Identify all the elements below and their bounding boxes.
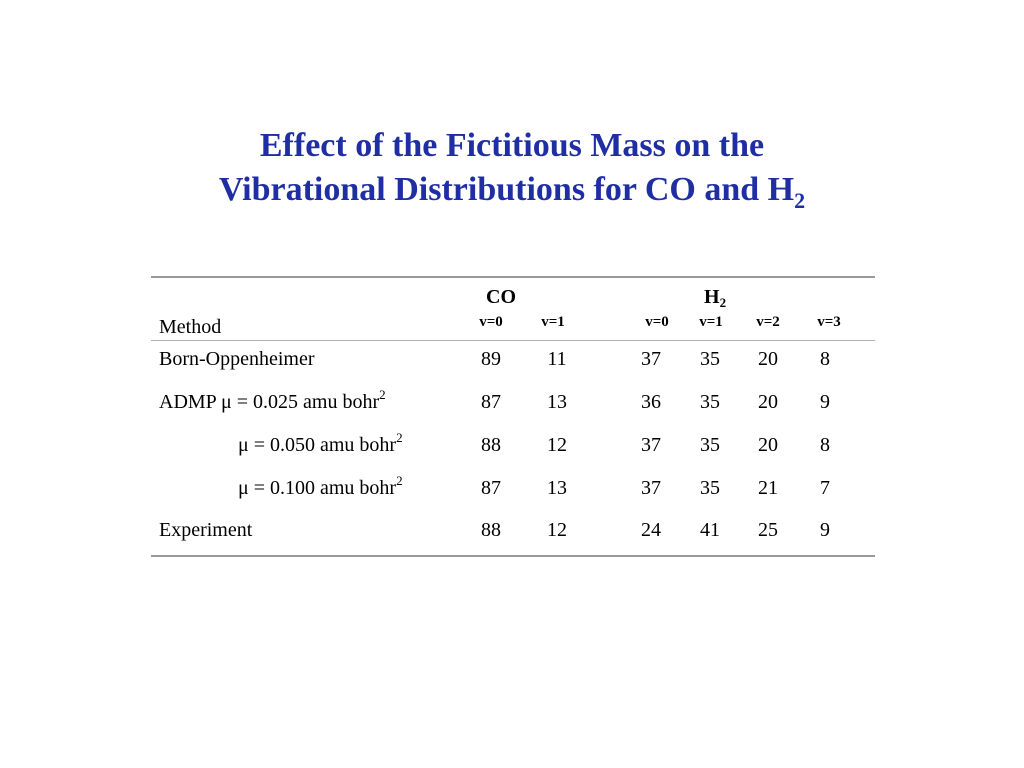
method-column-header: Method	[159, 316, 222, 338]
table-cell: 8	[820, 348, 830, 370]
table-cell: 89	[481, 348, 501, 370]
table-top-rule	[151, 276, 875, 278]
title-line-2-text: Vibrational Distributions for CO and H	[218, 171, 795, 208]
table-cell: 20	[758, 348, 778, 370]
table-cell: 9	[820, 391, 830, 413]
table-cell: 11	[547, 348, 567, 370]
column-header-h2-v1: v=1	[699, 314, 723, 330]
row-label-text: ADMP μ = 0.025 amu bohr	[159, 391, 380, 413]
table-bottom-rule	[151, 555, 875, 557]
table-cell: 35	[700, 434, 720, 456]
column-header-co-v0: v=0	[479, 314, 503, 330]
table-cell: 37	[641, 348, 661, 370]
slide-title: Effect of the Fictitious Mass on the Vib…	[0, 124, 1024, 215]
table-cell: 21	[758, 477, 778, 499]
table-cell: 37	[641, 477, 661, 499]
row-label-admp-0025: ADMP μ = 0.025 amu bohr2	[159, 387, 386, 416]
row-label-superscript: 2	[379, 387, 386, 402]
table-cell: 12	[547, 434, 567, 456]
row-label-text: μ = 0.100 amu bohr	[238, 477, 397, 499]
group-header-h2-text: H	[704, 286, 720, 308]
table-cell: 37	[641, 434, 661, 456]
table-cell: 41	[700, 519, 720, 541]
group-header-co-text: CO	[486, 286, 516, 308]
table-cell: 7	[820, 477, 830, 499]
column-header-h2-v3: v=3	[817, 314, 841, 330]
table-cell: 24	[641, 519, 661, 541]
title-line-2-subscript: 2	[794, 188, 806, 213]
row-label-born-oppenheimer: Born-Oppenheimer	[159, 347, 315, 373]
table-cell: 35	[700, 477, 720, 499]
table-cell: 9	[820, 519, 830, 541]
table-cell: 87	[481, 477, 501, 499]
table-cell: 87	[481, 391, 501, 413]
row-label-text: Born-Oppenheimer	[159, 348, 315, 370]
table-cell: 20	[758, 391, 778, 413]
row-label-admp-0050: μ = 0.050 amu bohr2	[238, 430, 403, 459]
table-cell: 8	[820, 434, 830, 456]
table-cell: 20	[758, 434, 778, 456]
table-cell: 36	[641, 391, 661, 413]
column-header-co-v1: v=1	[541, 314, 565, 330]
group-header-h2: H2	[704, 285, 726, 311]
group-header-h2-subscript: 2	[719, 295, 727, 310]
column-header-h2-v0: v=0	[645, 314, 669, 330]
table-cell: 35	[700, 348, 720, 370]
table-cell: 88	[481, 434, 501, 456]
group-header-co: CO	[486, 285, 516, 311]
row-label-text: Experiment	[159, 519, 253, 541]
title-line-1: Effect of the Fictitious Mass on the	[259, 127, 765, 164]
table-cell: 35	[700, 391, 720, 413]
column-header-h2-v2: v=2	[756, 314, 780, 330]
row-label-text: μ = 0.050 amu bohr	[238, 434, 397, 456]
title-line-2: Vibrational Distributions for CO and H2	[0, 168, 1024, 215]
row-label-admp-0100: μ = 0.100 amu bohr2	[238, 473, 403, 502]
table-header-rule	[151, 340, 875, 341]
row-label-superscript: 2	[396, 430, 403, 445]
table-cell: 88	[481, 519, 501, 541]
table-cell: 13	[547, 391, 567, 413]
table-cell: 25	[758, 519, 778, 541]
row-label-superscript: 2	[396, 473, 403, 488]
table-cell: 13	[547, 477, 567, 499]
table-cell: 12	[547, 519, 567, 541]
row-label-experiment: Experiment	[159, 518, 252, 544]
